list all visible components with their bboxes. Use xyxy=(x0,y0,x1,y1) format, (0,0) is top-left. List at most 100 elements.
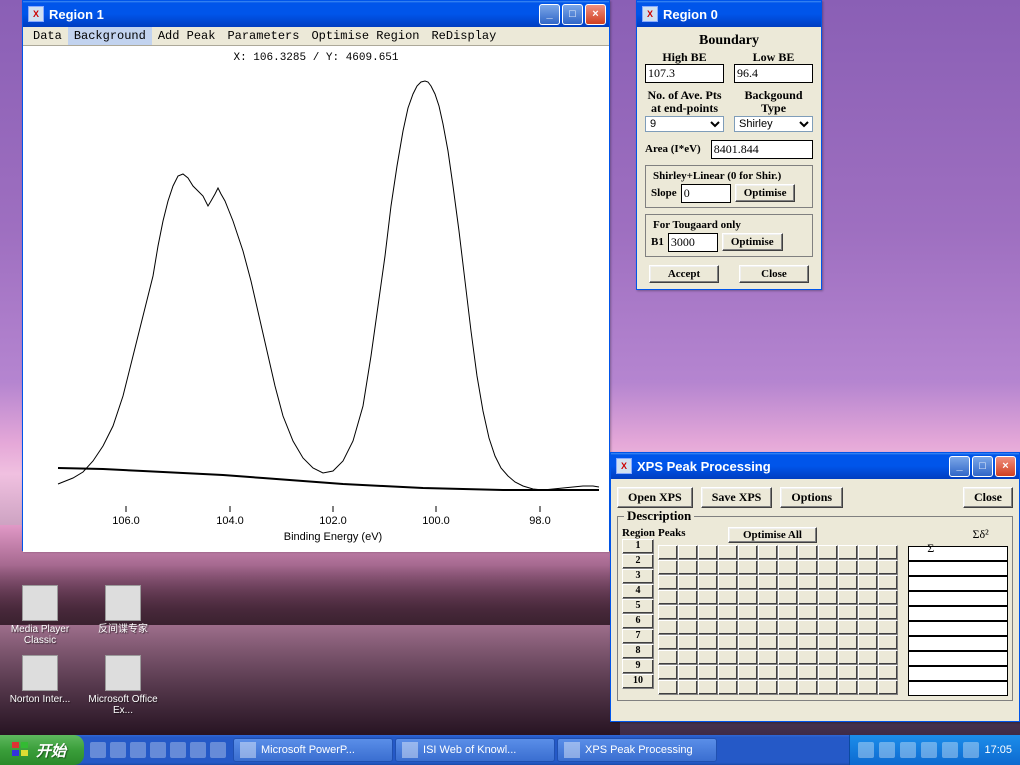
peak-cell[interactable] xyxy=(838,665,858,680)
peak-cell[interactable] xyxy=(738,650,758,665)
peak-cell[interactable] xyxy=(738,665,758,680)
desktop-icon[interactable]: 反间谍专家 xyxy=(88,585,158,635)
desktop-icon[interactable]: Norton Inter... xyxy=(5,655,75,705)
peak-cell[interactable] xyxy=(758,575,778,590)
peak-cell[interactable] xyxy=(798,545,818,560)
peak-cell[interactable] xyxy=(758,545,778,560)
quick-launch-icon[interactable] xyxy=(190,742,206,758)
peak-cell[interactable] xyxy=(658,680,678,695)
peak-cell[interactable] xyxy=(778,545,798,560)
peak-cell[interactable] xyxy=(758,620,778,635)
peak-cell[interactable] xyxy=(658,605,678,620)
peak-cell[interactable] xyxy=(818,620,838,635)
region-button-7[interactable]: 7 xyxy=(622,629,654,644)
peak-cell[interactable] xyxy=(658,620,678,635)
peak-cell[interactable] xyxy=(718,665,738,680)
peak-cell[interactable] xyxy=(758,605,778,620)
peak-cell[interactable] xyxy=(678,590,698,605)
peak-cell[interactable] xyxy=(858,680,878,695)
peak-cell[interactable] xyxy=(698,575,718,590)
peak-cell[interactable] xyxy=(858,665,878,680)
menu-item-data[interactable]: Data xyxy=(27,27,68,45)
close-xps-button[interactable]: Close xyxy=(963,487,1013,508)
accept-button[interactable]: Accept xyxy=(649,265,719,283)
maximize-button[interactable]: □ xyxy=(562,4,583,25)
peak-cell[interactable] xyxy=(758,665,778,680)
peak-cell[interactable] xyxy=(818,605,838,620)
optimise-tougaard-button[interactable]: Optimise xyxy=(722,233,783,251)
peak-cell[interactable] xyxy=(738,590,758,605)
tray-icon[interactable] xyxy=(942,742,958,758)
peak-cell[interactable] xyxy=(738,620,758,635)
peak-cell[interactable] xyxy=(838,605,858,620)
peak-cell[interactable] xyxy=(778,635,798,650)
peak-cell[interactable] xyxy=(698,590,718,605)
peak-cell[interactable] xyxy=(738,680,758,695)
peak-cell[interactable] xyxy=(878,635,898,650)
peak-cell[interactable] xyxy=(678,665,698,680)
peak-cell[interactable] xyxy=(858,560,878,575)
peak-cell[interactable] xyxy=(818,635,838,650)
quick-launch-icon[interactable] xyxy=(90,742,106,758)
quick-launch-icon[interactable] xyxy=(210,742,226,758)
peak-cell[interactable] xyxy=(838,635,858,650)
peak-cell[interactable] xyxy=(818,575,838,590)
peak-cell[interactable] xyxy=(798,680,818,695)
region-button-10[interactable]: 10 xyxy=(622,674,654,689)
peak-cell[interactable] xyxy=(878,590,898,605)
menu-item-optimise-region[interactable]: Optimise Region xyxy=(305,27,425,45)
peak-cell[interactable] xyxy=(818,650,838,665)
peak-cell[interactable] xyxy=(678,680,698,695)
peak-cell[interactable] xyxy=(718,620,738,635)
region0-titlebar[interactable]: X Region 0 xyxy=(637,1,821,27)
peak-cell[interactable] xyxy=(678,620,698,635)
desktop-icon[interactable]: Microsoft Office Ex... xyxy=(88,655,158,716)
peak-cell[interactable] xyxy=(678,635,698,650)
peak-cell[interactable] xyxy=(798,560,818,575)
peak-cell[interactable] xyxy=(678,650,698,665)
peak-cell[interactable] xyxy=(798,590,818,605)
region-button-1[interactable]: 1 xyxy=(622,539,654,554)
peak-cell[interactable] xyxy=(758,560,778,575)
peak-cell[interactable] xyxy=(718,590,738,605)
peak-cell[interactable] xyxy=(718,635,738,650)
peak-cell[interactable] xyxy=(678,545,698,560)
peak-cell[interactable] xyxy=(678,575,698,590)
peak-cell[interactable] xyxy=(878,560,898,575)
peak-cell[interactable] xyxy=(838,575,858,590)
region-button-8[interactable]: 8 xyxy=(622,644,654,659)
peak-cell[interactable] xyxy=(658,545,678,560)
peak-cell[interactable] xyxy=(778,560,798,575)
menu-item-redisplay[interactable]: ReDisplay xyxy=(425,27,502,45)
tray-icon[interactable] xyxy=(963,742,979,758)
peak-cell[interactable] xyxy=(738,575,758,590)
region-button-9[interactable]: 9 xyxy=(622,659,654,674)
peak-cell[interactable] xyxy=(658,560,678,575)
peak-cell[interactable] xyxy=(778,665,798,680)
region-button-6[interactable]: 6 xyxy=(622,614,654,629)
start-button[interactable]: 开始 xyxy=(0,735,84,765)
tray-icon[interactable] xyxy=(879,742,895,758)
peak-cell[interactable] xyxy=(798,665,818,680)
tray-icon[interactable] xyxy=(921,742,937,758)
peak-cell[interactable] xyxy=(858,545,878,560)
peak-cell[interactable] xyxy=(698,680,718,695)
peak-cell[interactable] xyxy=(878,650,898,665)
peak-cell[interactable] xyxy=(798,605,818,620)
peak-cell[interactable] xyxy=(838,560,858,575)
peak-cell[interactable] xyxy=(658,590,678,605)
peak-cell[interactable] xyxy=(778,680,798,695)
peak-cell[interactable] xyxy=(798,575,818,590)
peak-cell[interactable] xyxy=(818,560,838,575)
minimize-button[interactable]: _ xyxy=(539,4,560,25)
peak-cell[interactable] xyxy=(858,635,878,650)
peak-cell[interactable] xyxy=(858,575,878,590)
quick-launch-icon[interactable] xyxy=(130,742,146,758)
peak-cell[interactable] xyxy=(778,590,798,605)
peak-cell[interactable] xyxy=(838,650,858,665)
peak-cell[interactable] xyxy=(758,680,778,695)
peak-cell[interactable] xyxy=(758,590,778,605)
peak-cell[interactable] xyxy=(718,650,738,665)
peak-cell[interactable] xyxy=(758,635,778,650)
peak-cell[interactable] xyxy=(858,650,878,665)
